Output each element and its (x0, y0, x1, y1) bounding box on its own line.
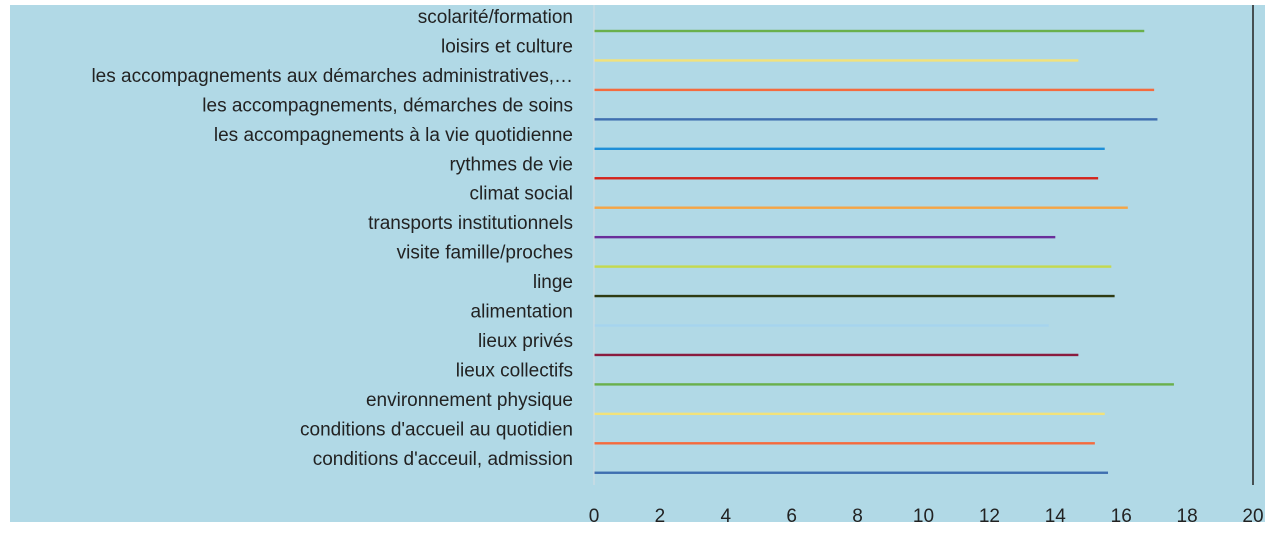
x-tick-label: 6 (786, 506, 797, 527)
category-label: les accompagnements à la vie quotidienne (214, 125, 573, 146)
bar (594, 118, 1158, 121)
category-label: les accompagnements aux démarches admini… (91, 66, 573, 87)
category-label: rythmes de vie (449, 154, 573, 175)
bar (594, 471, 1109, 474)
bars-group (594, 29, 1174, 474)
x-tick-label: 12 (979, 506, 1000, 527)
x-tick-label: 14 (1045, 506, 1067, 527)
bar (594, 59, 1079, 62)
bar (594, 294, 1115, 298)
x-tick-label: 10 (913, 506, 934, 527)
bar (594, 177, 1099, 180)
bar (594, 206, 1128, 209)
bar (594, 29, 1145, 33)
bar (594, 324, 1049, 327)
bar (594, 353, 1079, 357)
x-tick-label: 16 (1111, 506, 1132, 527)
bar (594, 383, 1174, 386)
category-label: visite famille/proches (397, 243, 573, 264)
plot-background (10, 5, 1265, 522)
category-label: linge (533, 272, 573, 293)
x-tick-label: 8 (852, 506, 863, 527)
x-tick-label: 4 (721, 506, 732, 527)
x-tick-label: 2 (655, 506, 666, 527)
category-label: lieux collectifs (456, 360, 573, 381)
category-label: les accompagnements, démarches de soins (202, 95, 573, 116)
category-label: alimentation (471, 302, 573, 323)
x-tick-label: 0 (589, 506, 600, 527)
category-labels: scolarité/formation loisirs et culture les… (91, 7, 573, 470)
bar (594, 442, 1095, 445)
category-label: scolarité/formation (418, 7, 573, 28)
bar (594, 412, 1105, 416)
bar (594, 88, 1155, 92)
bar (594, 147, 1105, 150)
category-label: conditions d'accueil au quotidien (300, 419, 573, 440)
x-tick-labels: 0 2 4 6 8 10 12 14 16 18 20 (589, 506, 1264, 527)
x-tick-label: 20 (1242, 506, 1263, 527)
category-label: transports institutionnels (368, 213, 573, 234)
category-label: environnement physique (366, 390, 573, 411)
bar (594, 265, 1112, 268)
category-label: climat social (470, 184, 573, 205)
category-label: conditions d'acceuil, admission (313, 449, 573, 470)
category-label: loisirs et culture (441, 36, 573, 57)
bar (594, 235, 1056, 239)
x-tick-label: 18 (1177, 506, 1198, 527)
category-label: lieux privés (478, 331, 573, 352)
